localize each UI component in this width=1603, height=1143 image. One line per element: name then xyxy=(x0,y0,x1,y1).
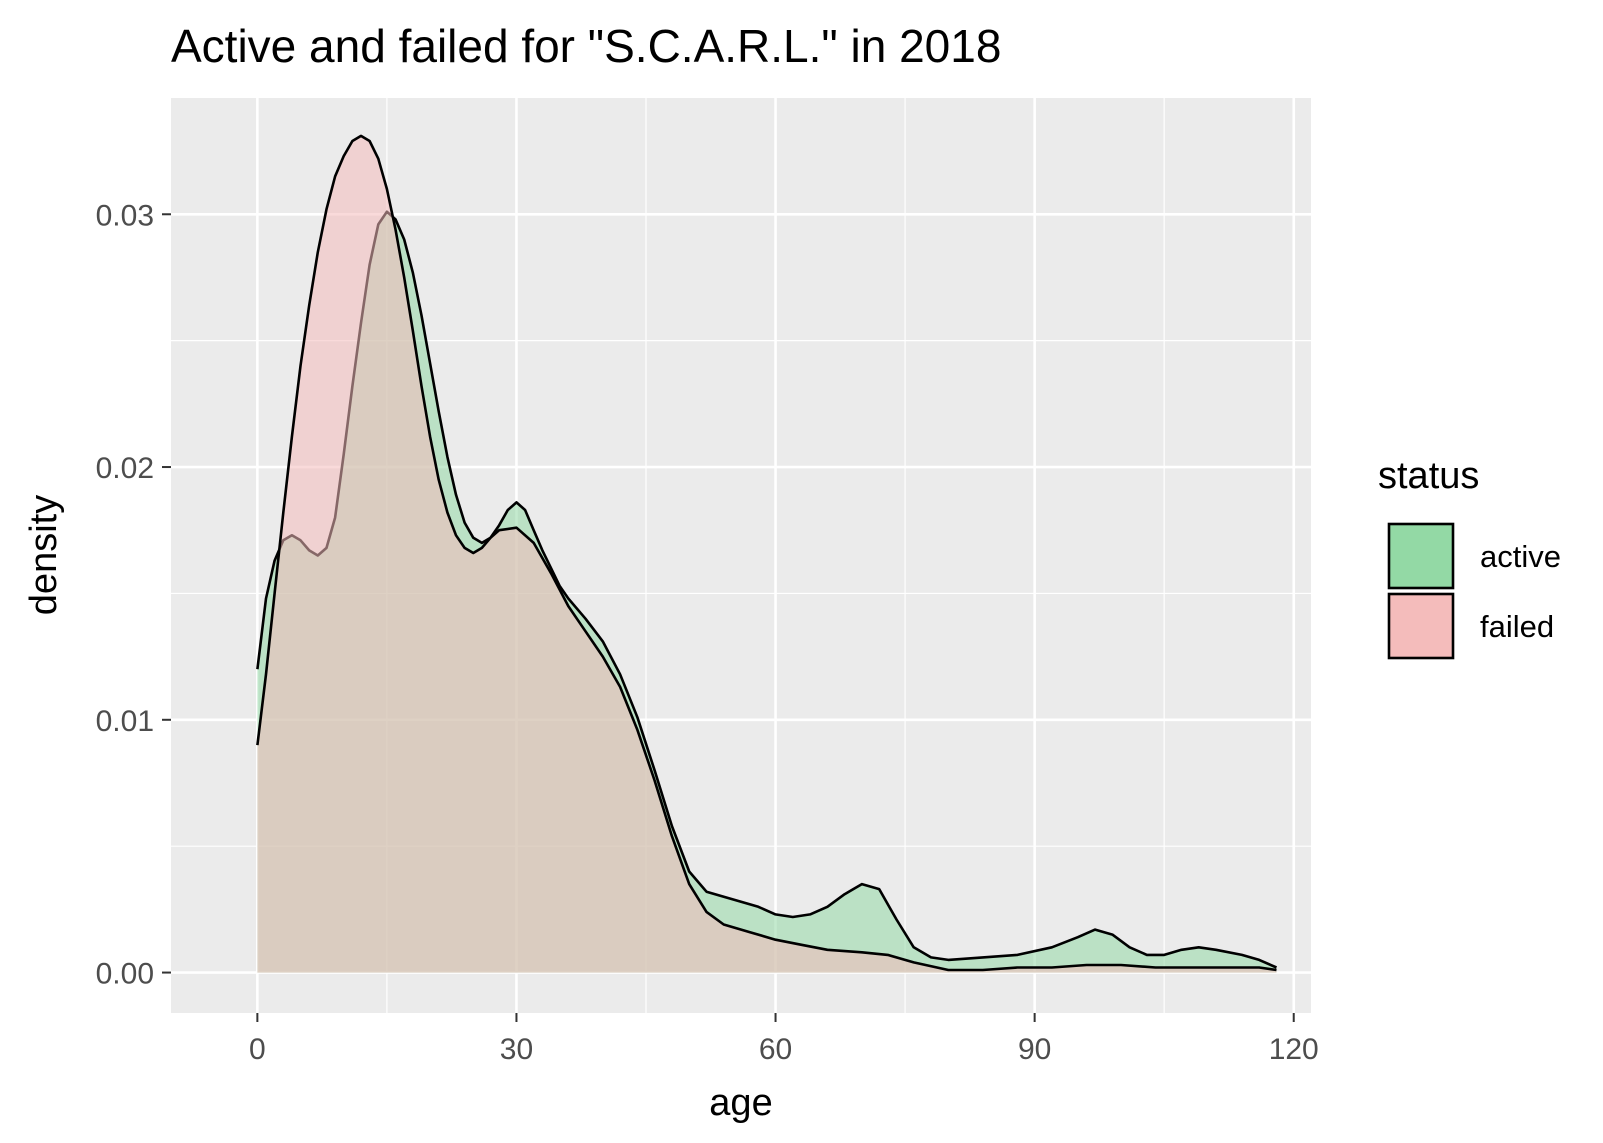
legend-label-failed: failed xyxy=(1480,609,1554,644)
legend-title: status xyxy=(1378,455,1479,497)
y-tick-label: 0.01 xyxy=(96,705,154,738)
x-tick-label: 0 xyxy=(249,1033,266,1066)
legend: status active failed xyxy=(1378,455,1561,660)
y-tick-label: 0.00 xyxy=(96,958,154,991)
x-tick-label: 90 xyxy=(1018,1033,1051,1066)
x-axis-title: age xyxy=(709,1082,772,1124)
y-axis: 0.00 0.01 0.02 0.03 xyxy=(96,199,171,991)
x-tick-label: 60 xyxy=(759,1033,792,1066)
x-tick-label: 30 xyxy=(500,1033,533,1066)
legend-key-active xyxy=(1387,522,1455,590)
density-line-failed xyxy=(256,134,1277,972)
chart-title: Active and failed for "S.C.A.R.L." in 20… xyxy=(171,20,1001,72)
density-areas xyxy=(256,134,1278,973)
y-tick-label: 0.02 xyxy=(96,452,154,485)
y-axis-title: density xyxy=(23,495,65,615)
legend-key-failed xyxy=(1387,592,1455,660)
x-axis: 0 30 60 90 120 xyxy=(249,1013,1319,1066)
x-tick-label: 120 xyxy=(1269,1033,1319,1066)
area-failed xyxy=(257,135,1277,973)
y-tick-label: 0.03 xyxy=(96,199,154,232)
legend-label-active: active xyxy=(1480,539,1561,574)
